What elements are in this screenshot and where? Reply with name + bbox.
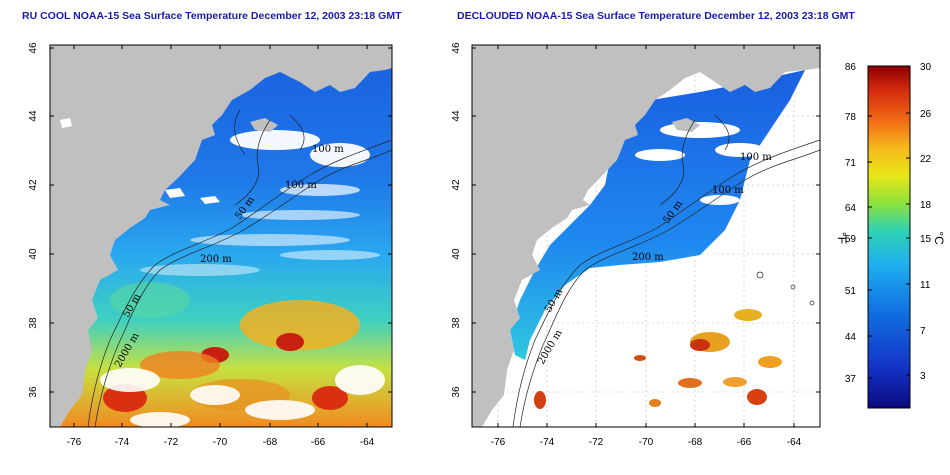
- contour-label: 100 m: [740, 152, 772, 163]
- land-mass: [472, 45, 820, 427]
- isobath-contours: [87, 109, 392, 427]
- y-tick-label: 40: [451, 248, 462, 260]
- x-tick-label: -66: [311, 437, 326, 448]
- y-tick-label: 38: [28, 317, 39, 329]
- celsius-unit: °C: [932, 231, 946, 245]
- x-tick-label: -72: [589, 437, 604, 448]
- y-tick-label: 36: [28, 386, 39, 398]
- celsius-tick: 30: [920, 62, 932, 73]
- right-map: 100 m 100 m 50 m 200 m 50 m 2000 m: [451, 42, 821, 448]
- fahrenheit-tick: 78: [845, 112, 857, 123]
- left-x-tick-labels: -76 -74 -72 -70 -68 -66 -64: [67, 437, 375, 448]
- x-tick-label: -70: [213, 437, 228, 448]
- x-tick-label: -74: [540, 437, 555, 448]
- warm-water-patches: [534, 309, 782, 409]
- land-mass: [50, 45, 392, 427]
- x-tick-label: -68: [263, 437, 278, 448]
- y-tick-label: 42: [451, 179, 462, 191]
- celsius-tick: 7: [920, 326, 926, 337]
- contour-label: 200 m: [632, 252, 664, 263]
- x-tick-label: -72: [164, 437, 179, 448]
- fahrenheit-tick: 37: [845, 374, 857, 385]
- contour-label: 100 m: [312, 144, 344, 155]
- sea-surface: [510, 70, 805, 360]
- fahrenheit-tick: 64: [845, 203, 857, 214]
- celsius-labels: 30 26 22 18 15 11 7 3: [920, 62, 932, 382]
- x-tick-label: -64: [360, 437, 375, 448]
- x-tick-label: -68: [688, 437, 703, 448]
- left-map-title: RU COOL NOAA-15 Sea Surface Temperature …: [22, 10, 402, 22]
- x-tick-label: -70: [639, 437, 654, 448]
- colorbar: 86 78 71 64 59 51 44 37 30 26 22 18 15 1…: [835, 62, 946, 409]
- fahrenheit-tick: 44: [845, 332, 857, 343]
- isobath-contours: [512, 114, 820, 427]
- y-tick-label: 40: [28, 248, 39, 260]
- y-tick-label: 46: [451, 42, 462, 54]
- celsius-tick: 15: [920, 234, 932, 245]
- right-map-title: DECLOUDED NOAA-15 Sea Surface Temperatur…: [457, 10, 855, 22]
- y-tick-label: 38: [451, 317, 462, 329]
- x-tick-label: -74: [115, 437, 130, 448]
- y-tick-label: 46: [28, 42, 39, 54]
- right-x-tick-labels: -76 -74 -72 -70 -68 -66 -64: [491, 437, 802, 448]
- celsius-tick: 18: [920, 200, 932, 211]
- y-tick-label: 42: [28, 179, 39, 191]
- y-tick-label: 36: [451, 386, 462, 398]
- celsius-tick: 11: [920, 280, 931, 291]
- x-tick-label: -76: [67, 437, 82, 448]
- contour-label: 200 m: [200, 254, 232, 265]
- celsius-tick: 26: [920, 109, 932, 120]
- right-y-tick-labels: 46 44 42 40 38 36: [451, 42, 462, 398]
- fahrenheit-tick: 86: [845, 62, 857, 73]
- y-tick-label: 44: [451, 110, 462, 122]
- left-y-tick-labels: 46 44 42 40 38 36: [28, 42, 39, 398]
- colorbar-gradient: [867, 65, 911, 409]
- x-tick-label: -64: [787, 437, 802, 448]
- contour-label: 100 m: [712, 185, 744, 196]
- cloud-gaps: [635, 122, 765, 205]
- fahrenheit-tick: 59: [845, 234, 857, 245]
- celsius-tick: 3: [920, 371, 926, 382]
- y-tick-label: 44: [28, 110, 39, 122]
- contour-label: 100 m: [285, 180, 317, 191]
- left-map: 100 m 100 m 50 m 200 m 50 m 2000 m: [28, 42, 393, 448]
- fahrenheit-unit: °F: [835, 232, 849, 244]
- x-tick-label: -66: [737, 437, 752, 448]
- fahrenheit-labels: 86 78 71 64 59 51 44 37: [845, 62, 857, 385]
- left-map-frame: [49, 44, 393, 428]
- fahrenheit-tick: 51: [845, 286, 857, 297]
- cloud-cover: [100, 130, 385, 427]
- celsius-tick: 22: [920, 154, 932, 165]
- x-tick-label: -76: [491, 437, 506, 448]
- fahrenheit-tick: 71: [845, 158, 857, 169]
